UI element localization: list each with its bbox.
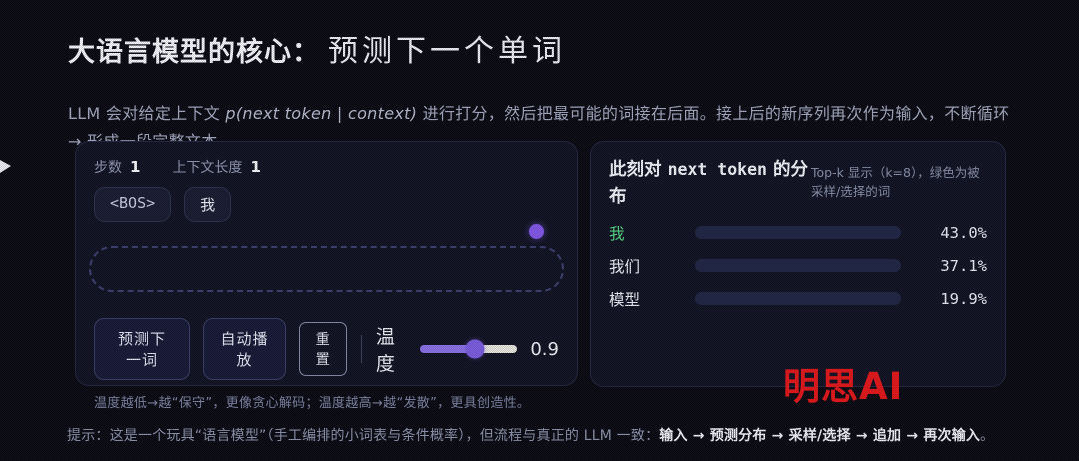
steps-stat: 步数 1 bbox=[94, 157, 140, 177]
distribution-bar-row: 模型 19.9% bbox=[609, 287, 987, 310]
context-length-value: 1 bbox=[250, 158, 261, 176]
watermark: 明思AI bbox=[783, 365, 904, 408]
sampled-token-dot-icon bbox=[529, 224, 544, 239]
distribution-panel: 此刻对 next token 的分布 Top-k 显示（k=8），绿色为被采样/… bbox=[590, 141, 1006, 387]
predict-next-button[interactable]: 预测下一词 bbox=[94, 318, 190, 380]
token-chips: <BOS> 我 bbox=[94, 187, 559, 222]
next-token-placeholder bbox=[89, 246, 564, 292]
distribution-title-prefix: 此刻对 bbox=[609, 160, 668, 180]
bar-percent: 43.0% bbox=[940, 223, 987, 242]
distribution-title: 此刻对 next token 的分布 bbox=[609, 157, 811, 211]
steps-value: 1 bbox=[130, 158, 141, 176]
page-title-serif: 预测下一个单词 bbox=[328, 35, 566, 68]
temperature-label: 温度 bbox=[375, 326, 396, 375]
subtitle-text-1: LLM 会对给定上下文 bbox=[68, 104, 226, 123]
distribution-legend: Top-k 显示（k=8），绿色为被采样/选择的词 bbox=[811, 165, 980, 199]
controls-divider bbox=[361, 335, 362, 363]
temperature-slider[interactable] bbox=[419, 339, 518, 359]
probability-formula: p(next token | context) bbox=[225, 104, 418, 123]
footer-hint: 提示：这是一个玩具“语言模型”（手工编排的小词表与条件概率），但流程与真正的 L… bbox=[67, 425, 1079, 445]
distribution-bar-row: 我 43.0% bbox=[609, 221, 987, 244]
page-header: 大语言模型的核心： 预测下一个单词 bbox=[68, 26, 566, 70]
temperature-slider-thumb[interactable] bbox=[465, 339, 485, 359]
distribution-title-token: next token bbox=[667, 160, 767, 179]
reset-button[interactable]: 重置 bbox=[299, 322, 348, 376]
bar-track bbox=[695, 259, 901, 273]
token-chip-bos: <BOS> bbox=[94, 187, 172, 222]
distribution-bars: 我 43.0% 我们 37.1% 模型 19.9% bbox=[609, 221, 987, 310]
bar-label: 模型 bbox=[609, 290, 641, 309]
bar-track bbox=[695, 226, 901, 240]
bar-label: 我 bbox=[609, 224, 625, 243]
stats-row: 步数 1 上下文长度 1 bbox=[94, 157, 559, 177]
context-length-label: 上下文长度 bbox=[172, 160, 243, 176]
footer-hint-text: 提示：这是一个玩具“语言模型”（手工编排的小词表与条件概率），但流程与真正的 L… bbox=[67, 428, 660, 444]
bar-label: 我们 bbox=[609, 257, 641, 276]
autoplay-button[interactable]: 自动播放 bbox=[202, 318, 287, 380]
simulator-panel: 步数 1 上下文长度 1 <BOS> 我 预测下一词 自动播放 重置 温度 0.9 … bbox=[75, 141, 578, 411]
temperature-hint: 温度越低→越“保守”，更像贪心解码；温度越高→越“发散”，更具创造性。 bbox=[94, 396, 531, 411]
footer-hint-suffix: 。 bbox=[980, 428, 995, 444]
bar-track bbox=[695, 292, 901, 306]
temperature-value: 0.9 bbox=[530, 338, 559, 360]
cursor-arrow-icon bbox=[0, 160, 11, 173]
page-title-strong: 大语言模型的核心： bbox=[68, 37, 320, 68]
context-length-stat: 上下文长度 1 bbox=[172, 157, 260, 177]
controls-row: 预测下一词 自动播放 重置 温度 0.9 bbox=[94, 318, 559, 380]
footer-flow-steps: 输入 → 预测分布 → 采样/选择 → 追加 → 再次输入 bbox=[659, 428, 981, 444]
steps-label: 步数 bbox=[94, 160, 122, 176]
bar-percent: 19.9% bbox=[940, 289, 987, 308]
distribution-header: 此刻对 next token 的分布 Top-k 显示（k=8），绿色为被采样/… bbox=[609, 157, 987, 211]
distribution-title-suffix: 的分布 bbox=[609, 160, 809, 208]
distribution-bar-row: 我们 37.1% bbox=[609, 254, 987, 277]
bar-percent: 37.1% bbox=[940, 256, 987, 275]
token-chip-wo: 我 bbox=[184, 187, 232, 222]
